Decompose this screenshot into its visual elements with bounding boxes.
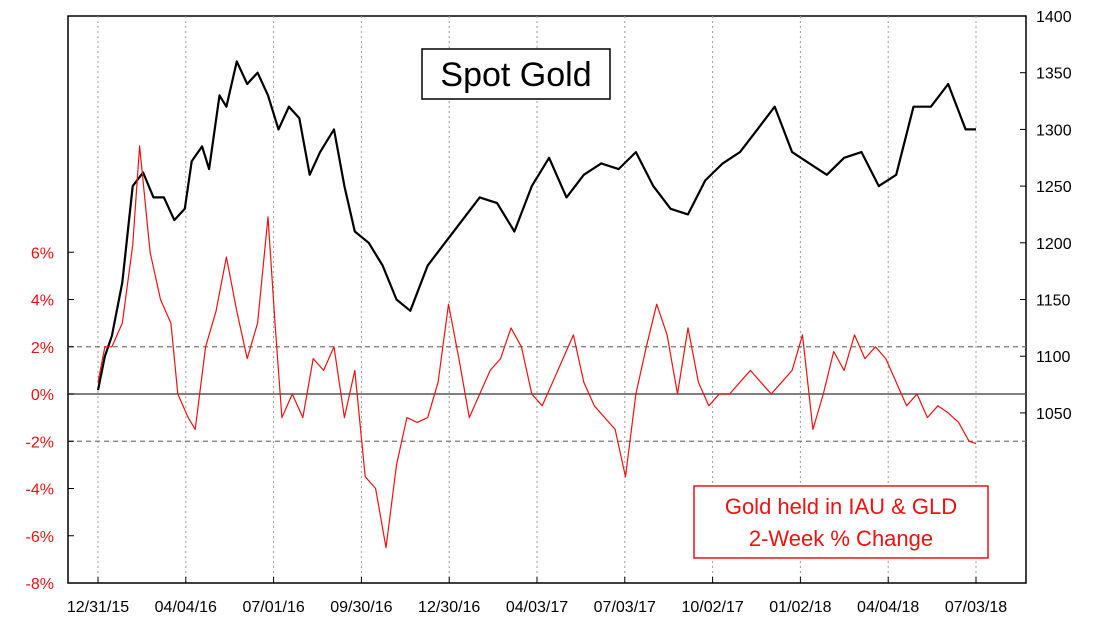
x-axis: 12/31/15 04/04/16 07/01/16 09/30/16 12/30/16… <box>67 577 1007 616</box>
chart-title: Spot Gold <box>440 56 591 94</box>
legend-line-2: 2-Week % Change <box>749 526 933 551</box>
x-tick-label-10: 07/03/18 <box>945 599 1007 616</box>
series-spot-gold-line <box>96 60 976 391</box>
left-tick-label-0: -8% <box>26 576 54 593</box>
x-tick-label-9: 04/04/18 <box>857 599 919 616</box>
right-axis: 1050 1100 1150 1200 1250 1300 1350 1400 <box>1020 9 1072 423</box>
left-tick-label-5: 2% <box>31 340 54 357</box>
left-tick-label-3: -2% <box>26 434 54 451</box>
legend-box: Gold held in IAU & GLD 2-Week % Change <box>693 485 989 559</box>
right-tick-label-7: 1400 <box>1036 9 1072 26</box>
right-tick-label-0: 1050 <box>1036 406 1072 423</box>
x-tick-label-1: 04/04/16 <box>155 599 217 616</box>
legend-line-1: Gold held in IAU & GLD <box>725 494 957 519</box>
left-tick-label-6: 4% <box>31 293 54 310</box>
right-tick-label-5: 1300 <box>1036 122 1072 139</box>
x-tick-label-4: 12/30/16 <box>418 599 480 616</box>
left-axis: -8% -6% -4% -2% 0% 2% 4% 6% <box>26 245 74 593</box>
x-tick-label-3: 09/30/16 <box>330 599 392 616</box>
title-box: Spot Gold <box>421 48 611 100</box>
left-tick-label-7: 6% <box>31 245 54 262</box>
x-tick-label-6: 07/03/17 <box>594 599 656 616</box>
right-tick-label-6: 1350 <box>1036 66 1072 83</box>
right-tick-label-4: 1250 <box>1036 179 1072 196</box>
left-tick-label-2: -4% <box>26 482 54 499</box>
right-tick-label-1: 1100 <box>1036 349 1071 366</box>
x-tick-label-2: 07/01/16 <box>242 599 304 616</box>
x-tick-label-7: 10/02/17 <box>681 599 743 616</box>
right-tick-label-2: 1150 <box>1036 293 1071 310</box>
x-tick-label-5: 04/03/17 <box>506 599 568 616</box>
x-tick-label-0: 12/31/15 <box>67 599 129 616</box>
right-tick-label-3: 1200 <box>1036 236 1072 253</box>
series-etf-change-line <box>97 145 977 549</box>
left-tick-label-1: -6% <box>26 529 54 546</box>
series-layer <box>96 60 977 549</box>
x-tick-label-8: 01/02/18 <box>769 599 831 616</box>
left-tick-label-4: 0% <box>31 387 54 404</box>
